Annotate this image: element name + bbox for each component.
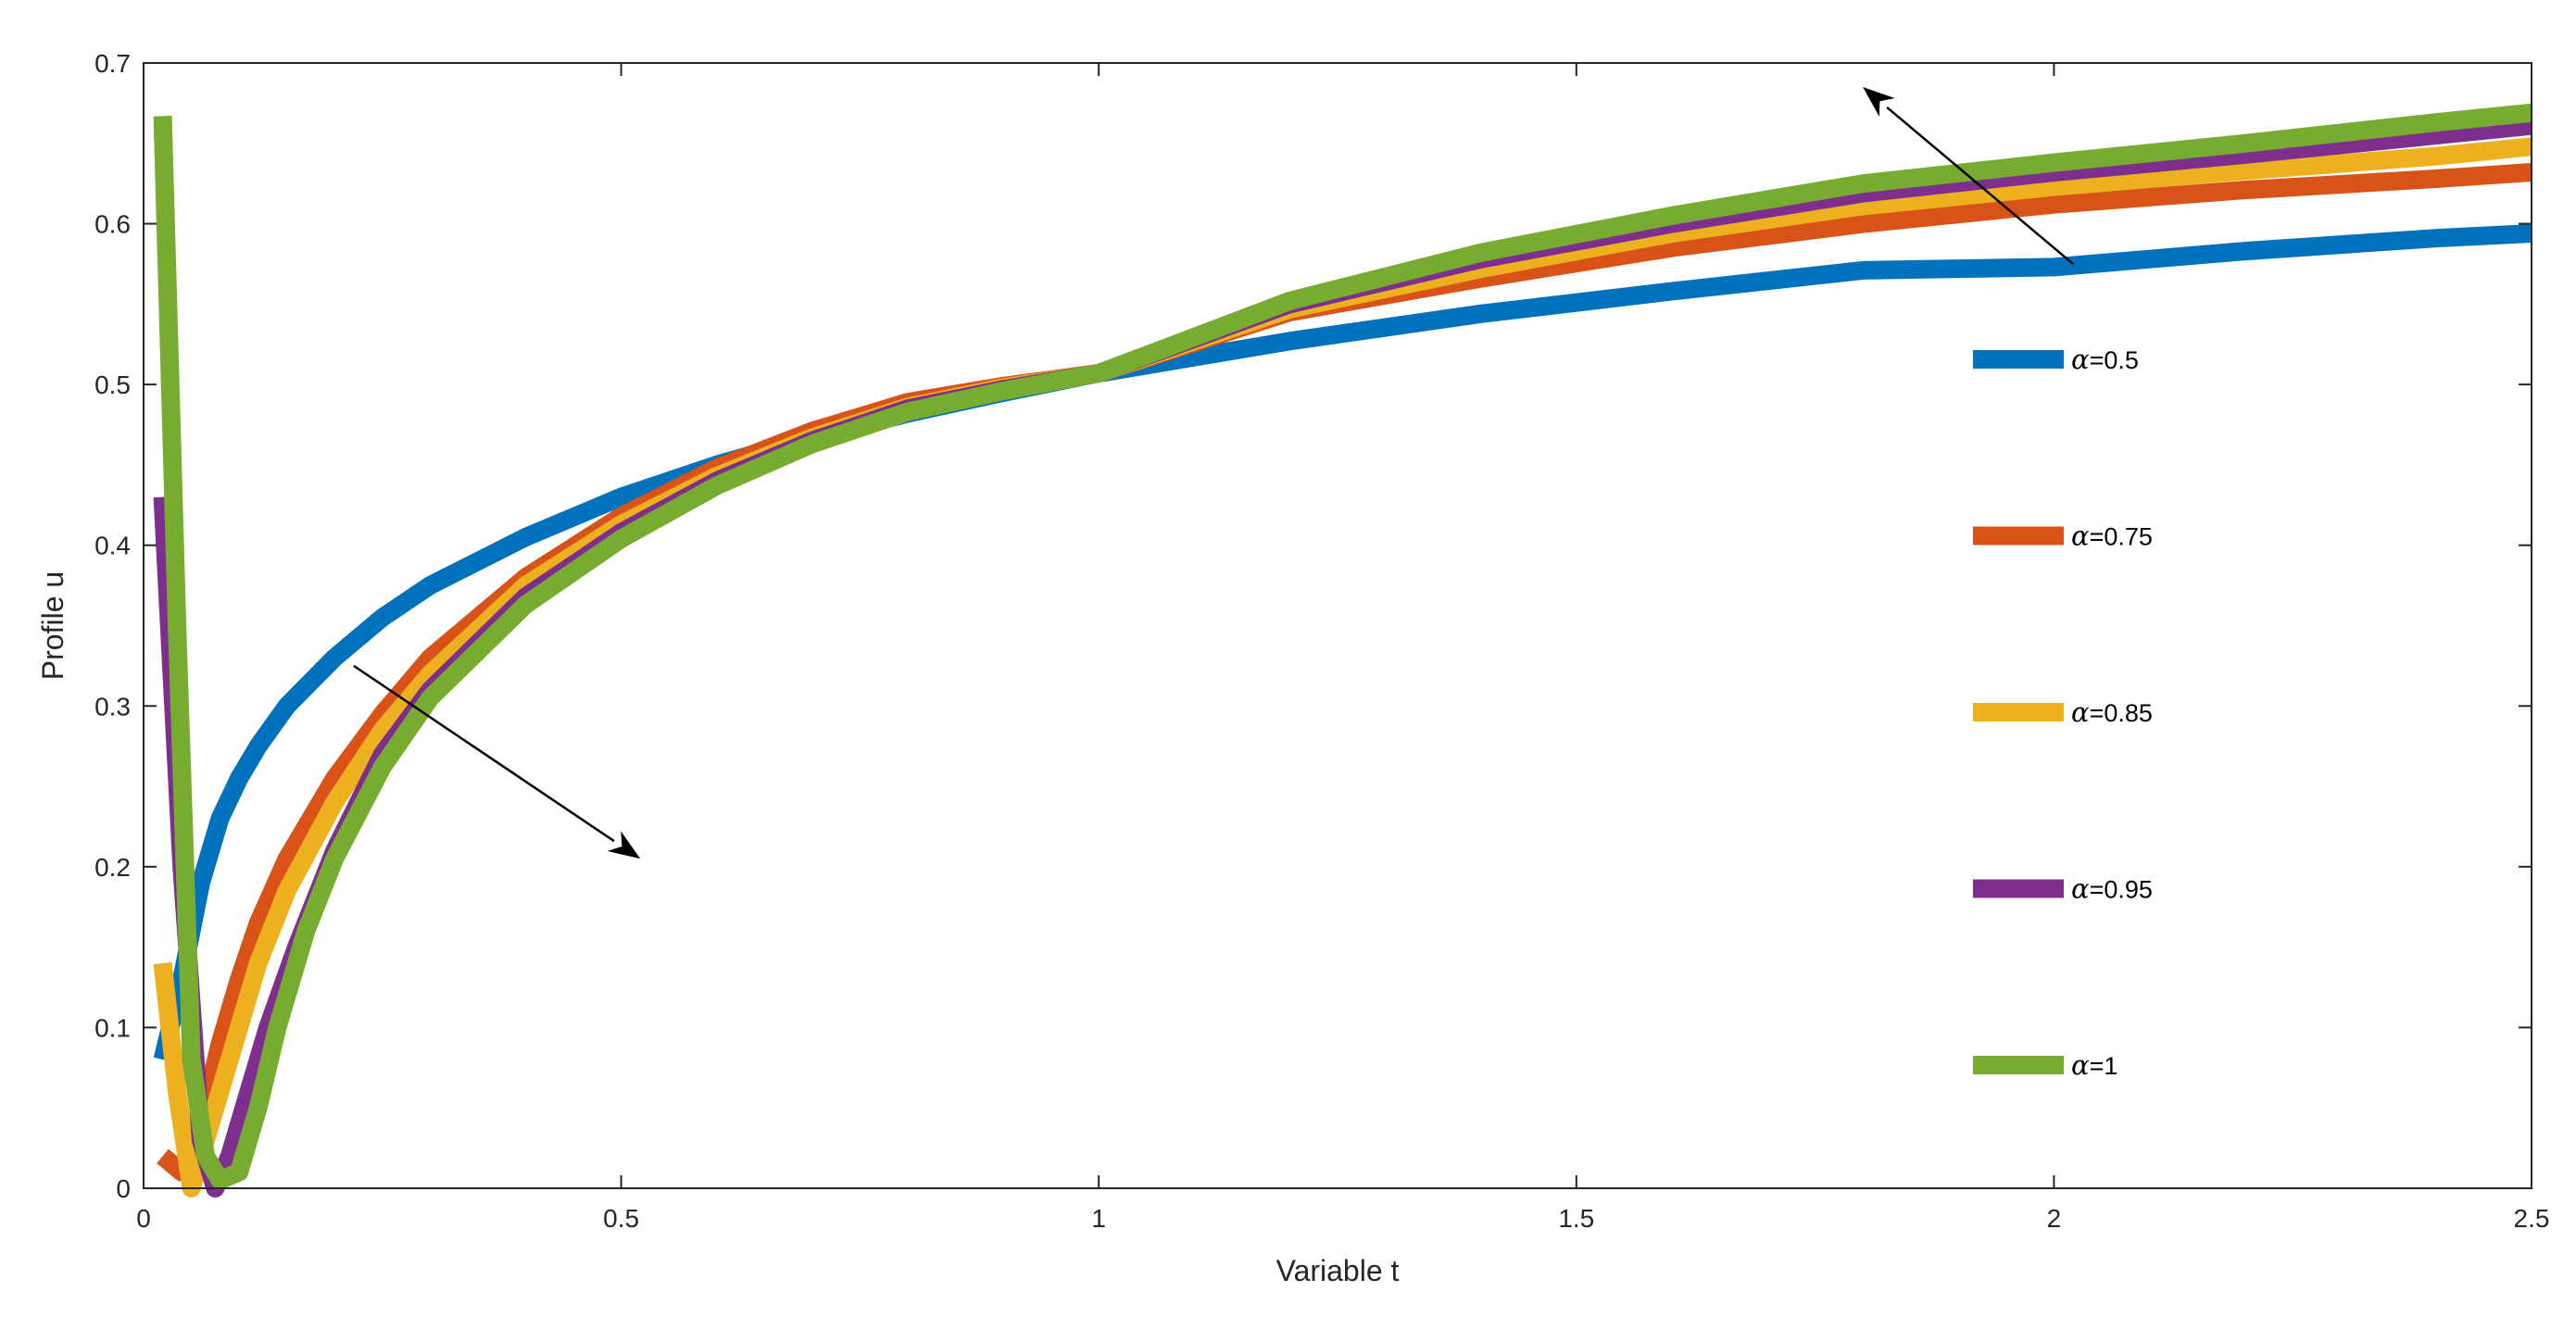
series-layer bbox=[153, 103, 2533, 1198]
y-tick-label: 0.3 bbox=[94, 692, 131, 721]
legend-item-3: α=0.85 bbox=[1973, 696, 2153, 728]
x-tick-label: 0 bbox=[136, 1204, 151, 1233]
y-tick-label: 0.1 bbox=[94, 1013, 131, 1042]
annotation-arrow-1 bbox=[353, 664, 641, 859]
legend-alpha-symbol: α bbox=[2071, 873, 2090, 905]
y-tick-label: 0.5 bbox=[94, 370, 131, 399]
x-tick-label: 1 bbox=[1091, 1204, 1106, 1233]
legend-label: α=0.5 bbox=[2071, 344, 2139, 375]
annotation-arrow-shaft bbox=[353, 664, 615, 843]
annotation-arrow-shaft bbox=[1886, 106, 2074, 265]
legend: α=0.5α=0.75α=0.85α=0.95α=1 bbox=[1973, 344, 2153, 1081]
annotation-arrow-head bbox=[607, 831, 641, 859]
legend-label: α=0.75 bbox=[2071, 521, 2153, 552]
tick-layer: 0 0.5 1 1.5 2 2.5 0 0.1 0.2 0.3 0.4 0.5 0.6 0.7 bbox=[94, 49, 2549, 1233]
annotation-layer bbox=[353, 87, 2074, 859]
x-tick-label: 2.5 bbox=[2514, 1204, 2550, 1233]
y-tick-label: 0.2 bbox=[94, 853, 131, 882]
legend-alpha-symbol: α bbox=[2071, 1049, 2090, 1081]
plot-area bbox=[144, 63, 2532, 1188]
x-axis-label: Variable t bbox=[1276, 1254, 1400, 1287]
y-tick-label: 0.7 bbox=[94, 49, 131, 78]
legend-value: =0.95 bbox=[2090, 876, 2153, 904]
x-tick-label: 2 bbox=[2047, 1204, 2062, 1233]
legend-alpha-symbol: α bbox=[2071, 521, 2090, 552]
y-tick-label: 0.6 bbox=[94, 210, 131, 239]
legend-item-4: α=0.95 bbox=[1973, 873, 2153, 905]
legend-value: =0.75 bbox=[2090, 523, 2153, 551]
legend-value: =0.5 bbox=[2090, 346, 2139, 374]
annotation-arrow-2 bbox=[1863, 87, 2074, 265]
legend-item-5: α=1 bbox=[1973, 1049, 2117, 1081]
legend-value: =1 bbox=[2090, 1052, 2118, 1080]
legend-label: α=0.85 bbox=[2071, 696, 2153, 728]
x-tick-label: 0.5 bbox=[603, 1204, 639, 1233]
legend-label: α=1 bbox=[2071, 1049, 2117, 1081]
annotation-arrow-head bbox=[1863, 87, 1895, 117]
series-line-5 bbox=[153, 103, 2533, 1190]
legend-item-1: α=0.5 bbox=[1973, 344, 2139, 375]
y-tick-label: 0 bbox=[116, 1174, 131, 1203]
legend-alpha-symbol: α bbox=[2071, 344, 2090, 375]
legend-value: =0.85 bbox=[2090, 699, 2153, 727]
legend-label: α=0.95 bbox=[2071, 873, 2153, 905]
y-axis-label: Profile u bbox=[36, 571, 69, 680]
legend-item-2: α=0.75 bbox=[1973, 521, 2153, 552]
axes-box bbox=[143, 62, 2532, 1189]
x-tick-label: 1.5 bbox=[1558, 1204, 1594, 1233]
legend-alpha-symbol: α bbox=[2071, 696, 2090, 728]
y-tick-label: 0.4 bbox=[94, 532, 131, 560]
